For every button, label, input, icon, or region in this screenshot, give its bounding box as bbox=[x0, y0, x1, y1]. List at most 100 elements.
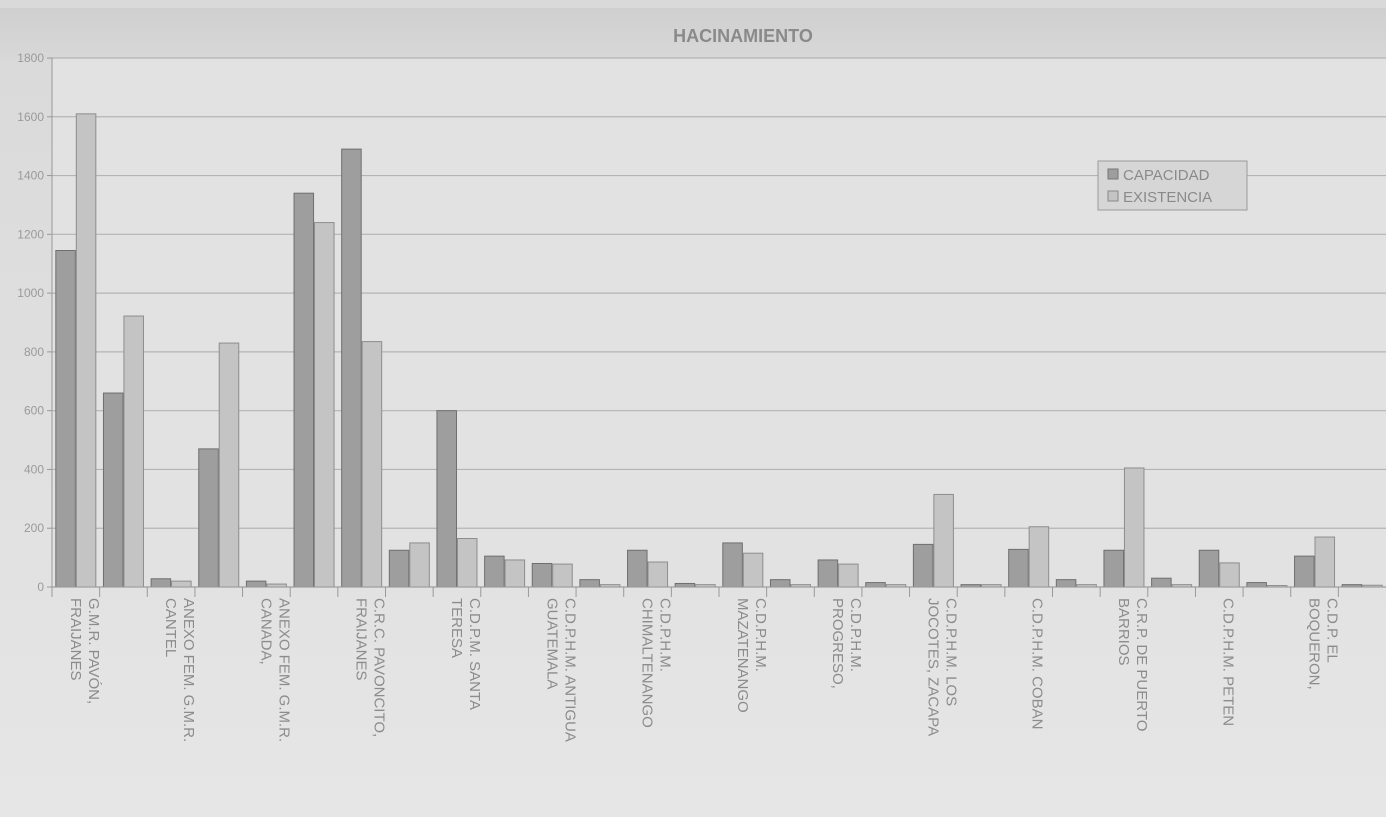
bar-existencia bbox=[75, 113, 97, 588]
bar-existencia bbox=[314, 222, 335, 588]
x-tick-label-line: C.R.P. DE PUERTO bbox=[1133, 598, 1150, 731]
y-tick-label: 800 bbox=[24, 345, 44, 359]
x-tick-label-line: C.D.P.H.M. bbox=[847, 598, 864, 672]
chart-title: HACINAMIENTO bbox=[673, 26, 813, 46]
x-tick-label-line: FRAIJANES bbox=[67, 598, 84, 681]
bar-existencia bbox=[171, 580, 192, 588]
x-tick-label: G.M.R. PAVÓN,FRAIJANES bbox=[67, 598, 102, 704]
bar-existencia bbox=[647, 561, 669, 588]
x-tick-label-line: ANEXO FEM. G.M.R. bbox=[275, 598, 292, 742]
x-tick-label: C.D.P.H.M. PETEN bbox=[1219, 598, 1236, 726]
legend-box bbox=[1097, 160, 1248, 211]
x-tick-label-line: GUATEMALA bbox=[543, 598, 560, 689]
bar-capacidad bbox=[102, 392, 124, 588]
legend-swatch-existencia bbox=[1107, 190, 1119, 202]
bar-capacidad bbox=[1008, 548, 1029, 588]
y-tick-label: 1800 bbox=[17, 51, 44, 65]
bars-group bbox=[55, 113, 1383, 588]
bar-existencia bbox=[409, 542, 430, 588]
x-tick-label-line: C.D.P.H.M. PETEN bbox=[1219, 598, 1236, 726]
bar-capacidad bbox=[55, 249, 76, 588]
x-tick-label-line: C.R.C. PAVONCITO, bbox=[371, 598, 388, 737]
bar-capacidad bbox=[1246, 582, 1267, 588]
x-tick-label-line: MAZATENANGO bbox=[734, 598, 751, 713]
bar-capacidad bbox=[388, 549, 410, 588]
y-axis: 0 200 400 600 800 1000 1200 1400 1600 1800 bbox=[17, 51, 1386, 597]
bar-capacidad bbox=[817, 559, 839, 588]
x-tick-label-line: C.D.P. EL bbox=[1324, 598, 1341, 663]
bar-existencia bbox=[361, 341, 383, 588]
x-tick-label: C.R.C. PAVONCITO,FRAIJANES bbox=[353, 598, 388, 737]
x-tick-label: C.D.P.H.M.MAZATENANGO bbox=[734, 598, 769, 713]
x-tick-label: ANEXO FEM. G.M.R.CANTEL bbox=[162, 598, 197, 742]
legend: CAPACIDAD EXISTENCIA bbox=[1097, 160, 1248, 211]
bar-existencia bbox=[456, 538, 478, 588]
title-band bbox=[0, 8, 1386, 60]
bar-capacidad bbox=[531, 562, 553, 588]
x-tick-label-line: CANADA, bbox=[257, 598, 274, 665]
bar-capacidad bbox=[484, 555, 505, 588]
plot-area bbox=[52, 58, 1386, 588]
bar-existencia bbox=[838, 563, 859, 588]
x-tick-label-line: C.D.P.H.M. COBAN bbox=[1029, 598, 1046, 729]
bar-capacidad bbox=[769, 579, 791, 588]
y-tick-label: 400 bbox=[24, 462, 44, 476]
bar-capacidad bbox=[674, 582, 696, 588]
x-tick-label-line: BOQUERON, bbox=[1306, 598, 1323, 690]
bar-capacidad bbox=[198, 448, 219, 588]
x-tick-label-line: TERESA bbox=[448, 598, 465, 658]
x-tick-label-line: C.D.P.H.M. ANTIGUA bbox=[561, 598, 578, 742]
bar-existencia bbox=[1219, 562, 1240, 588]
bar-capacidad bbox=[341, 148, 362, 588]
legend-label-existencia: EXISTENCIA bbox=[1123, 189, 1212, 206]
bar-capacidad bbox=[912, 543, 934, 588]
bar-capacidad bbox=[579, 579, 600, 588]
bar-existencia bbox=[1123, 467, 1145, 588]
x-tick-label-line: C.D.P.M. SANTA bbox=[466, 598, 483, 710]
bar-existencia bbox=[504, 559, 526, 588]
bar-capacidad bbox=[1055, 579, 1077, 588]
bar-existencia bbox=[552, 563, 573, 588]
x-tick-label-line: CHIMALTENANGO bbox=[639, 598, 656, 728]
bar-existencia bbox=[1314, 536, 1336, 588]
bar-capacidad bbox=[1103, 549, 1124, 588]
bar-capacidad bbox=[150, 578, 172, 588]
x-tick-label-line: FRAIJANES bbox=[353, 598, 370, 681]
x-tick-label: C.D.P.H.M. COBAN bbox=[1029, 598, 1046, 729]
y-tick-label: 1000 bbox=[17, 286, 44, 300]
x-tick-label-line: CANTEL bbox=[162, 598, 179, 657]
y-tick-label: 0 bbox=[37, 580, 44, 594]
bar-capacidad bbox=[722, 542, 743, 588]
bar-existencia bbox=[1028, 526, 1050, 588]
legend-swatch-capacidad bbox=[1107, 168, 1119, 180]
y-tick-label: 1200 bbox=[17, 227, 44, 241]
bar-capacidad bbox=[627, 549, 648, 588]
x-tick-label-line: C.D.P.H.M. bbox=[657, 598, 674, 672]
bar-capacidad bbox=[293, 192, 315, 588]
x-tick-label-line: G.M.R. PAVÓN, bbox=[85, 598, 102, 704]
bar-capacidad bbox=[865, 582, 886, 588]
x-tick-label: C.D.P.H.M.PROGRESO, bbox=[829, 598, 864, 689]
bar-capacidad bbox=[436, 410, 457, 588]
y-tick-label: 1600 bbox=[17, 110, 44, 124]
bar-capacidad bbox=[1198, 549, 1220, 588]
bar-existencia bbox=[218, 342, 240, 588]
bar-capacidad bbox=[1151, 577, 1172, 588]
bar-capacidad bbox=[245, 580, 267, 588]
bar-existencia bbox=[742, 552, 764, 588]
bar-existencia bbox=[123, 315, 144, 588]
y-tick-label: 200 bbox=[24, 521, 44, 535]
y-tick-label: 600 bbox=[24, 404, 44, 418]
legend-label-capacidad: CAPACIDAD bbox=[1123, 167, 1210, 184]
x-tick-label: ANEXO FEM. G.M.R.CANADA, bbox=[257, 598, 292, 742]
x-tick-label-line: PROGRESO, bbox=[829, 598, 846, 689]
bar-existencia bbox=[933, 493, 954, 588]
x-axis-labels: G.M.R. PAVÓN,FRAIJANES ANEXO FEM. G.M.R.C… bbox=[67, 598, 1341, 742]
x-tick-label-line: C.D.P.H.M. bbox=[752, 598, 769, 672]
